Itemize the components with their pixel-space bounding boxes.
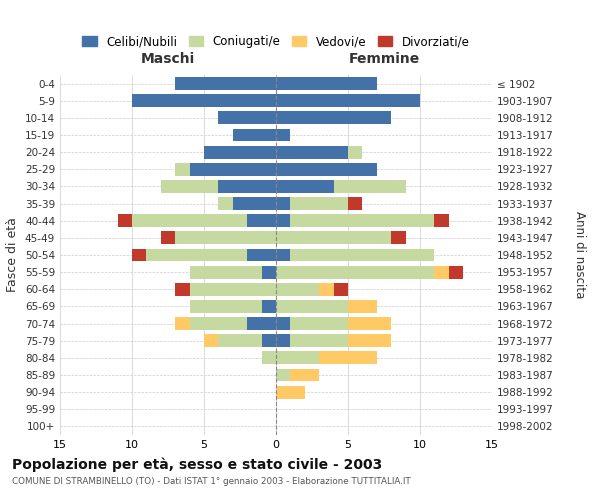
Bar bbox=[276, 214, 290, 227]
Text: Femmine: Femmine bbox=[349, 52, 419, 66]
Bar bbox=[262, 300, 276, 313]
Bar bbox=[218, 197, 233, 210]
Bar bbox=[276, 317, 290, 330]
Bar bbox=[276, 146, 348, 158]
Bar bbox=[276, 232, 391, 244]
Bar bbox=[290, 248, 434, 262]
Bar bbox=[348, 300, 377, 313]
Bar bbox=[276, 197, 290, 210]
Bar bbox=[175, 163, 190, 175]
Bar bbox=[247, 214, 276, 227]
Bar bbox=[334, 283, 348, 296]
Bar bbox=[262, 334, 276, 347]
Bar bbox=[276, 77, 377, 90]
Bar bbox=[334, 180, 406, 193]
Bar bbox=[276, 180, 334, 193]
Bar bbox=[290, 368, 319, 382]
Bar bbox=[218, 334, 262, 347]
Bar bbox=[290, 214, 434, 227]
Bar bbox=[276, 334, 290, 347]
Bar bbox=[118, 214, 132, 227]
Bar bbox=[276, 94, 420, 107]
Bar bbox=[276, 352, 319, 364]
Bar bbox=[276, 112, 391, 124]
Y-axis label: Fasce di età: Fasce di età bbox=[7, 218, 19, 292]
Bar bbox=[190, 163, 276, 175]
Bar bbox=[190, 266, 262, 278]
Text: Maschi: Maschi bbox=[141, 52, 195, 66]
Bar bbox=[434, 266, 449, 278]
Bar bbox=[161, 180, 218, 193]
Bar bbox=[132, 94, 276, 107]
Bar bbox=[190, 300, 262, 313]
Bar bbox=[391, 232, 406, 244]
Bar bbox=[233, 128, 276, 141]
Legend: Celibi/Nubili, Coniugati/e, Vedovi/e, Divorziati/e: Celibi/Nubili, Coniugati/e, Vedovi/e, Di… bbox=[77, 30, 475, 53]
Bar bbox=[247, 248, 276, 262]
Y-axis label: Anni di nascita: Anni di nascita bbox=[573, 212, 586, 298]
Bar bbox=[175, 77, 276, 90]
Bar bbox=[146, 248, 247, 262]
Bar bbox=[319, 283, 334, 296]
Bar bbox=[276, 386, 305, 398]
Bar bbox=[175, 317, 190, 330]
Bar bbox=[449, 266, 463, 278]
Bar bbox=[161, 232, 175, 244]
Bar bbox=[319, 352, 377, 364]
Bar bbox=[204, 334, 218, 347]
Bar bbox=[262, 266, 276, 278]
Bar bbox=[190, 283, 276, 296]
Text: COMUNE DI STRAMBINELLO (TO) - Dati ISTAT 1° gennaio 2003 - Elaborazione TUTTITAL: COMUNE DI STRAMBINELLO (TO) - Dati ISTAT… bbox=[12, 478, 411, 486]
Bar bbox=[276, 266, 434, 278]
Bar bbox=[348, 146, 362, 158]
Bar bbox=[276, 248, 290, 262]
Bar bbox=[233, 197, 276, 210]
Bar bbox=[190, 317, 247, 330]
Text: Popolazione per età, sesso e stato civile - 2003: Popolazione per età, sesso e stato civil… bbox=[12, 458, 382, 472]
Bar bbox=[276, 283, 319, 296]
Bar bbox=[276, 368, 290, 382]
Bar bbox=[132, 214, 247, 227]
Bar bbox=[290, 197, 348, 210]
Bar bbox=[434, 214, 449, 227]
Bar bbox=[204, 146, 276, 158]
Bar bbox=[290, 317, 348, 330]
Bar bbox=[175, 232, 276, 244]
Bar bbox=[262, 352, 276, 364]
Bar bbox=[276, 163, 377, 175]
Bar bbox=[290, 334, 348, 347]
Bar bbox=[247, 317, 276, 330]
Bar bbox=[175, 283, 190, 296]
Bar bbox=[218, 180, 276, 193]
Bar bbox=[276, 300, 348, 313]
Bar bbox=[218, 112, 276, 124]
Bar bbox=[348, 334, 391, 347]
Bar bbox=[276, 128, 290, 141]
Bar bbox=[132, 248, 146, 262]
Bar bbox=[348, 317, 391, 330]
Bar bbox=[348, 197, 362, 210]
